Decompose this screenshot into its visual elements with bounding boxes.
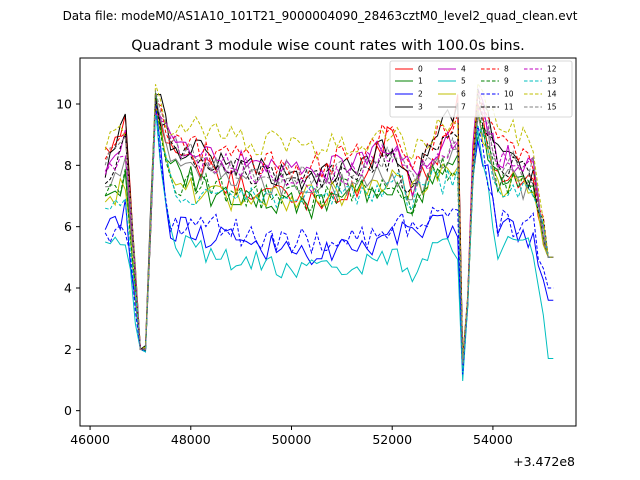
y-tick-label: 8 [64, 158, 72, 173]
chart-title: Quadrant 3 module wise count rates with … [131, 38, 525, 54]
legend-label-11: 11 [504, 103, 514, 112]
legend-label-8: 8 [504, 65, 509, 74]
legend-label-14: 14 [547, 90, 557, 99]
y-tick-label: 2 [64, 342, 72, 357]
series-layer [104, 81, 554, 382]
x-tick-label: 50000 [272, 432, 312, 447]
plot-frame [79, 57, 577, 427]
legend-label-13: 13 [547, 77, 557, 86]
legend-label-1: 1 [418, 77, 423, 86]
legend-label-15: 15 [547, 103, 557, 112]
legend-label-5: 5 [461, 77, 466, 86]
series-line-2 [104, 105, 554, 375]
y-tick-label: 4 [64, 281, 72, 296]
legend-label-7: 7 [461, 103, 466, 112]
legend-label-3: 3 [418, 103, 423, 112]
y-tick-label: 10 [56, 97, 72, 112]
series-line-13 [105, 114, 554, 370]
y-tick-label: 0 [64, 403, 72, 418]
legend-label-9: 9 [504, 77, 509, 86]
series-line-5 [105, 108, 554, 382]
series-line-9 [104, 97, 554, 368]
series-line-10 [104, 100, 554, 375]
x-tick-label: 48000 [171, 432, 211, 447]
x-tick-label: 46000 [70, 432, 110, 447]
legend-label-6: 6 [461, 90, 466, 99]
x-tick-label: 54000 [473, 432, 513, 447]
legend-frame [389, 60, 573, 118]
legend-label-0: 0 [418, 65, 423, 74]
y-tick-label: 6 [64, 219, 72, 234]
legend-label-12: 12 [547, 65, 557, 74]
y-axis: 0 2 4 6 8 10 [56, 97, 80, 418]
header-text: Data file: modeM0/AS1A10_101T21_90000040… [63, 9, 578, 23]
legend-label-4: 4 [461, 65, 466, 74]
x-tick-label: 52000 [372, 432, 412, 447]
legend-label-10: 10 [504, 90, 514, 99]
legend-label-2: 2 [418, 90, 423, 99]
series-line-7 [105, 99, 554, 367]
x-offset-label: +3.472e8 [513, 454, 575, 469]
x-axis: 46000 48000 50000 52000 54000 [70, 426, 513, 447]
